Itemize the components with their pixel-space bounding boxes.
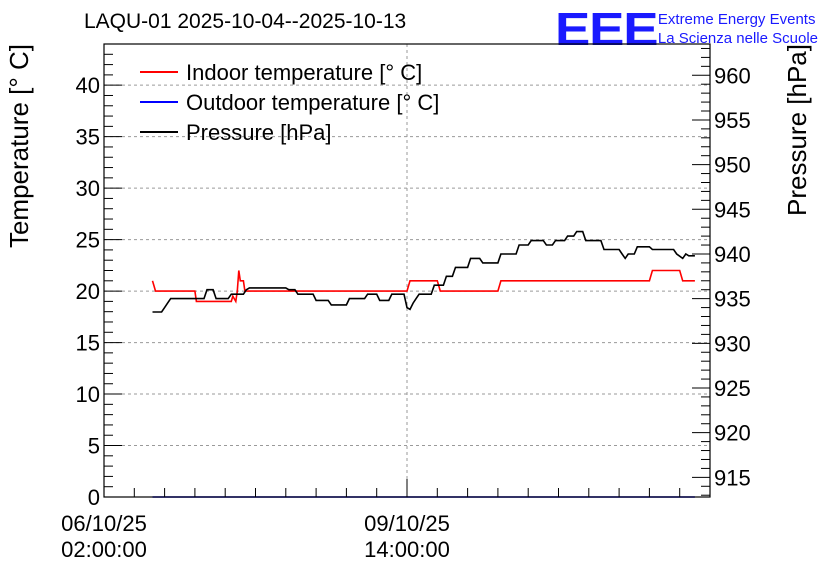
y-tick-label: 30 <box>76 176 100 201</box>
legend-label: Pressure [hPa] <box>186 120 332 145</box>
y2-tick-label: 945 <box>714 197 751 222</box>
y2-tick-label: 920 <box>714 421 751 446</box>
series-group <box>151 230 695 498</box>
x-tick-label-time: 14:00:00 <box>364 537 450 562</box>
x-tick-label-time: 02:00:00 <box>61 537 147 562</box>
brand-line-1: Extreme Energy Events <box>657 11 816 28</box>
y-tick-label: 10 <box>76 382 100 407</box>
y-axis-title: Temperature [° C] <box>4 44 34 248</box>
y2-tick-label: 935 <box>714 287 751 312</box>
y2-axis-title: Pressure [hPa] <box>782 44 812 216</box>
y2-tick-label: 915 <box>714 465 751 490</box>
x-tick-label-date: 06/10/25 <box>61 511 147 536</box>
series-line <box>152 230 695 313</box>
y-tick-label: 40 <box>76 73 100 98</box>
legend: Indoor temperature [° C] Outdoor temperat… <box>140 60 439 145</box>
series-line <box>151 269 695 304</box>
y-tick-label: 15 <box>76 331 100 356</box>
brand-line-2: La Scienza nelle Scuole <box>657 30 818 47</box>
y-tick-label: 35 <box>76 125 100 150</box>
y2-tick-label: 955 <box>714 108 751 133</box>
y-tick-label: 5 <box>88 434 100 459</box>
x-tick-label-date: 09/10/25 <box>364 511 450 536</box>
y2-tick-label: 925 <box>714 376 751 401</box>
y-tick-label: 20 <box>76 279 100 304</box>
chart-title: LAQU-01 2025-10-04--2025-10-13 <box>84 10 407 33</box>
y2-tick-label: 940 <box>714 242 751 267</box>
brand-text: Extreme Energy Events La Scienza nelle S… <box>658 10 818 48</box>
y2-tick-label: 950 <box>714 153 751 178</box>
y2-tick-label: 930 <box>714 331 751 356</box>
y-tick-label: 25 <box>76 228 100 253</box>
legend-label: Indoor temperature [° C] <box>186 60 422 85</box>
y-tick-label: 0 <box>88 485 100 510</box>
axes-group: 0 5 10 15 20 25 30 35 40 915 920 925 930 935 940 945 950… <box>4 44 812 562</box>
y2-tick-label: 960 <box>714 63 751 88</box>
legend-label: Outdoor temperature [° C] <box>186 90 439 115</box>
